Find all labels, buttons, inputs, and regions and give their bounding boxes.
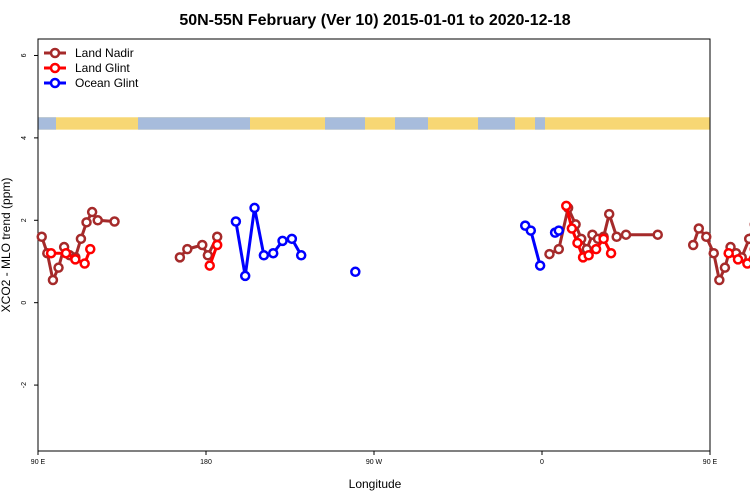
map-strip-ocean xyxy=(478,117,515,130)
data-point-land-nadir xyxy=(211,231,223,243)
data-point-land-nadir xyxy=(553,243,565,255)
data-point-land-nadir xyxy=(719,262,731,273)
data-point-ocean-glint xyxy=(267,247,279,259)
chart-title: 50N-55N February (Ver 10) 2015-01-01 to … xyxy=(179,12,570,29)
data-point-land-nadir xyxy=(544,248,555,260)
map-strip-ocean xyxy=(138,117,250,130)
data-point-land-nadir xyxy=(687,239,699,251)
data-point-land-nadir xyxy=(182,243,193,255)
legend-label-land-nadir: Land Nadir xyxy=(75,46,134,60)
data-point-land-nadir xyxy=(743,233,750,245)
data-point-land-nadir xyxy=(197,239,208,251)
x-tick-label: 0 xyxy=(540,459,544,466)
data-point-land-glint xyxy=(732,254,744,265)
x-axis-label: Longitude xyxy=(349,477,402,491)
map-strip-ocean xyxy=(395,117,428,130)
data-point-ocean-glint xyxy=(249,202,260,214)
data-point-land-nadir xyxy=(53,262,64,273)
data-point-land-nadir xyxy=(174,252,186,263)
data-point-land-glint xyxy=(211,239,223,251)
x-tick-label: 90 E xyxy=(703,459,718,466)
data-point-land-nadir xyxy=(36,231,47,243)
map-strip-ocean xyxy=(325,117,365,130)
data-point-land-nadir xyxy=(708,247,719,259)
data-point-land-glint xyxy=(583,250,594,261)
data-point-ocean-glint xyxy=(277,235,288,247)
data-point-land-glint xyxy=(742,258,750,269)
data-point-land-glint xyxy=(566,223,578,234)
data-point-land-nadir xyxy=(603,208,615,220)
data-point-ocean-glint xyxy=(350,266,361,278)
data-point-land-nadir xyxy=(47,274,59,286)
x-tick-label: 180 xyxy=(200,459,212,466)
data-point-ocean-glint xyxy=(258,250,270,261)
legend-item-land-glint: Land Glint xyxy=(44,61,130,75)
data-point-land-nadir xyxy=(693,223,705,234)
x-axis: 90 E 180 90 W 0 90 E xyxy=(31,451,718,466)
y-axis: -2 0 2 4 6 xyxy=(21,53,38,388)
data-point-ocean-glint xyxy=(239,270,251,282)
y-tick-label: 2 xyxy=(21,218,28,222)
data-point-land-nadir xyxy=(202,250,214,261)
data-point-land-nadir xyxy=(86,206,98,218)
data-point-land-nadir xyxy=(701,231,712,243)
x-tick-label: 90 W xyxy=(366,459,383,466)
series-line-land-nadir xyxy=(548,206,658,256)
series-land-nadir xyxy=(36,202,750,286)
map-strip-ocean xyxy=(535,117,545,130)
data-point-land-nadir xyxy=(75,233,87,245)
data-point-land-glint xyxy=(79,258,90,269)
data-point-land-nadir xyxy=(611,231,622,243)
y-tick-label: 0 xyxy=(21,301,28,305)
data-point-land-nadir xyxy=(92,215,103,226)
data-point-ocean-glint xyxy=(525,225,537,236)
series-layer xyxy=(36,200,750,286)
y-axis-label: XCO2 - MLO trend (ppm) xyxy=(0,178,13,313)
map-strip-ocean xyxy=(38,117,56,130)
data-point-land-glint xyxy=(605,247,617,259)
data-point-land-glint xyxy=(561,200,572,212)
data-point-land-glint xyxy=(70,254,81,265)
legend-label-land-glint: Land Glint xyxy=(75,61,130,75)
series-land-glint xyxy=(45,200,750,271)
plot-frame xyxy=(37,38,711,452)
data-point-land-glint xyxy=(60,247,72,259)
data-point-land-nadir xyxy=(620,229,632,240)
legend: Land Nadir Land Glint Ocean Glint xyxy=(44,46,139,90)
map-strip xyxy=(38,117,710,130)
legend-item-ocean-glint: Ocean Glint xyxy=(44,76,139,90)
y-tick-label: -2 xyxy=(21,382,28,388)
data-point-ocean-glint xyxy=(230,216,242,227)
data-point-ocean-glint xyxy=(295,250,307,261)
data-point-land-glint xyxy=(85,243,96,255)
data-point-ocean-glint xyxy=(286,233,298,245)
data-point-ocean-glint xyxy=(534,260,546,271)
data-point-land-nadir xyxy=(81,217,92,228)
data-point-land-nadir xyxy=(109,216,120,227)
data-point-land-glint xyxy=(723,247,734,259)
x-tick-label: 90 E xyxy=(31,459,46,466)
data-point-land-glint xyxy=(204,260,215,271)
y-tick-label: 4 xyxy=(21,136,28,140)
y-tick-label: 6 xyxy=(21,53,28,57)
data-point-land-glint xyxy=(590,243,602,255)
data-point-land-nadir xyxy=(652,229,663,240)
series-ocean-glint xyxy=(230,202,565,282)
data-point-land-glint xyxy=(572,237,583,249)
legend-label-ocean-glint: Ocean Glint xyxy=(75,76,139,90)
series-line-land-nadir xyxy=(40,210,115,282)
data-point-land-nadir xyxy=(714,274,725,286)
data-point-land-glint xyxy=(45,247,57,259)
legend-item-land-nadir: Land Nadir xyxy=(44,46,134,60)
data-point-ocean-glint xyxy=(553,225,565,236)
data-point-land-glint xyxy=(598,233,609,245)
